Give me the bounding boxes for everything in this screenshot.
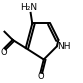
Text: O: O (37, 72, 44, 81)
Text: NH: NH (57, 42, 71, 51)
Text: H₂N: H₂N (20, 3, 38, 12)
Text: O: O (0, 48, 7, 57)
